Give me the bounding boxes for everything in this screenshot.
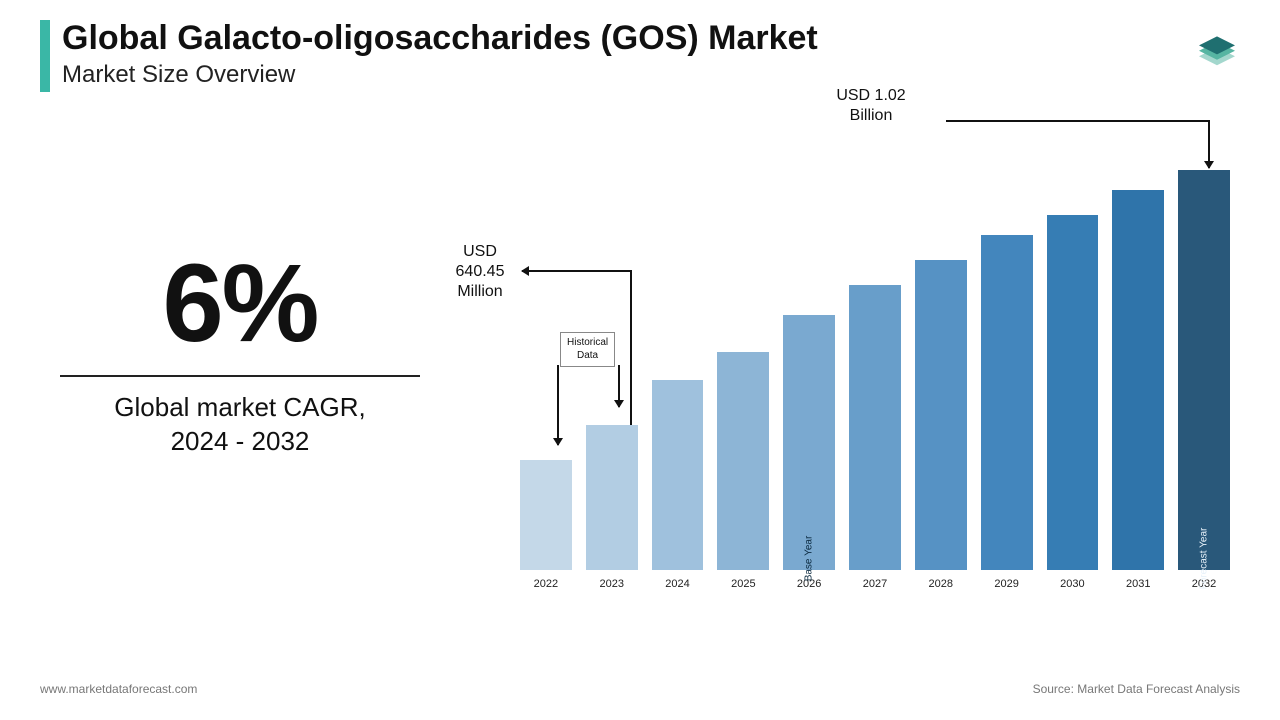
- bar: [1112, 190, 1164, 570]
- year-label: 2022: [534, 578, 558, 590]
- bar: Base Year: [783, 315, 835, 570]
- year-label: 2025: [731, 578, 755, 590]
- page-title: Global Galacto-oligosaccharides (GOS) Ma…: [62, 20, 818, 57]
- bar-col: 2027: [849, 285, 901, 590]
- year-label: 2030: [1060, 578, 1084, 590]
- bar: [1047, 215, 1099, 570]
- bar: [915, 260, 967, 570]
- page-subtitle: Market Size Overview: [62, 61, 818, 89]
- bar-col: Forecast Year2032: [1178, 170, 1230, 590]
- cagr-label-line1: Global market CAGR,: [114, 392, 365, 422]
- title-text: Global Galacto-oligosaccharides (GOS) Ma…: [62, 20, 818, 92]
- year-label: 2031: [1126, 578, 1150, 590]
- footer-url: www.marketdataforecast.com: [40, 682, 197, 696]
- year-label: 2023: [599, 578, 623, 590]
- bar-col: 2023: [586, 425, 638, 590]
- bars-wrap: 2022 2023 2024 2025 Base Year2026 2027 2028 202…: [520, 180, 1230, 590]
- bar: [717, 352, 769, 570]
- bar-col: 2029: [981, 235, 1033, 590]
- bar-col: 2024: [652, 380, 704, 590]
- year-label: 2027: [863, 578, 887, 590]
- title-block: Global Galacto-oligosaccharides (GOS) Ma…: [40, 20, 818, 92]
- bar: [981, 235, 1033, 570]
- bar: [849, 285, 901, 570]
- bar: [520, 460, 572, 570]
- year-label: 2024: [665, 578, 689, 590]
- bar-col: 2025: [717, 352, 769, 590]
- bar: Forecast Year: [1178, 170, 1230, 570]
- cagr-label-line2: 2024 - 2032: [171, 426, 310, 456]
- cagr-block: 6% Global market CAGR, 2024 - 2032: [60, 240, 420, 459]
- bar: [586, 425, 638, 570]
- logo-stacked-layers-icon: [1190, 22, 1244, 81]
- bar-col: 2028: [915, 260, 967, 590]
- bar-col: Base Year2026: [783, 315, 835, 590]
- bar-col: 2022: [520, 460, 572, 590]
- cagr-divider: [60, 375, 420, 377]
- bar: [652, 380, 704, 570]
- title-accent-bar: [40, 20, 50, 92]
- bar-chart: 2022 2023 2024 2025 Base Year2026 2027 2028 202…: [480, 90, 1240, 620]
- page: Global Galacto-oligosaccharides (GOS) Ma…: [0, 0, 1280, 720]
- bar-col: 2030: [1047, 215, 1099, 590]
- bar-inner-label: Forecast Year: [1199, 528, 1210, 590]
- cagr-value: 6%: [60, 240, 420, 367]
- bar-inner-label: Base Year: [804, 536, 815, 582]
- cagr-label: Global market CAGR, 2024 - 2032: [60, 391, 420, 459]
- year-label: 2029: [994, 578, 1018, 590]
- footer-source: Source: Market Data Forecast Analysis: [1033, 682, 1240, 696]
- year-label: 2028: [929, 578, 953, 590]
- bar-col: 2031: [1112, 190, 1164, 590]
